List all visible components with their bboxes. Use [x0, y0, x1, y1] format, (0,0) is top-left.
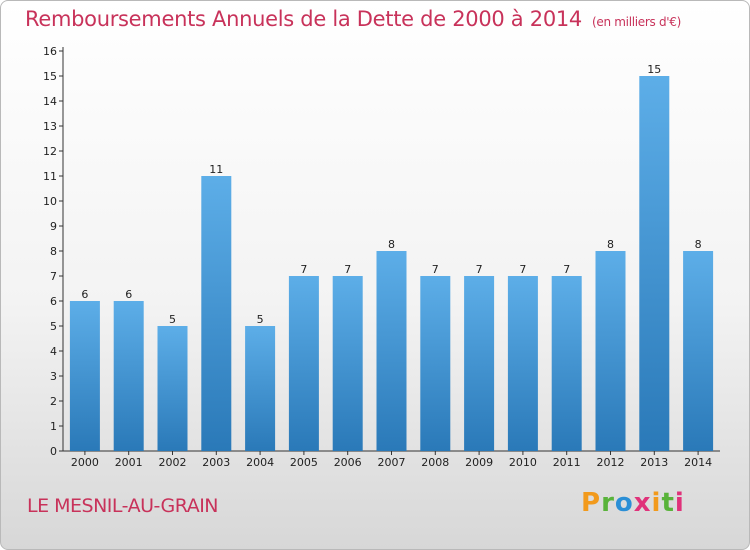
bar — [595, 251, 626, 451]
x-tick-label: 2005 — [290, 456, 318, 469]
bar — [420, 276, 451, 451]
logo-letter: P — [581, 488, 602, 518]
y-tick-label: 0 — [50, 445, 57, 458]
x-tick-label: 2002 — [159, 456, 187, 469]
y-tick-label: 11 — [43, 170, 57, 183]
bar — [683, 251, 714, 451]
x-tick-label: 2003 — [202, 456, 230, 469]
bar — [507, 276, 538, 451]
x-tick-label: 2010 — [509, 456, 537, 469]
data-label: 6 — [81, 288, 88, 301]
bar — [551, 276, 582, 451]
bar — [376, 251, 407, 451]
y-tick-label: 8 — [50, 245, 57, 258]
chart-title: Remboursements Annuels de la Dette de 20… — [25, 7, 681, 31]
x-tick-label: 2008 — [421, 456, 449, 469]
data-label: 8 — [607, 238, 614, 251]
x-tick-label: 2006 — [334, 456, 362, 469]
bar — [157, 326, 188, 451]
data-label: 8 — [695, 238, 702, 251]
y-tick-label: 16 — [43, 45, 57, 58]
data-label: 11 — [209, 163, 223, 176]
logo-letter: t — [661, 488, 675, 518]
data-label: 8 — [388, 238, 395, 251]
data-label: 7 — [300, 263, 307, 276]
y-tick-label: 10 — [43, 195, 57, 208]
logo-letter: i — [651, 488, 662, 518]
data-label: 6 — [125, 288, 132, 301]
x-tick-label: 2004 — [246, 456, 274, 469]
bar — [464, 276, 495, 451]
y-tick-label: 3 — [50, 370, 57, 383]
data-label: 7 — [344, 263, 351, 276]
x-tick-label: 2000 — [71, 456, 99, 469]
x-tick-label: 2007 — [378, 456, 406, 469]
logo-letter: o — [614, 488, 634, 518]
y-tick-label: 5 — [50, 320, 57, 333]
bar — [288, 276, 319, 451]
bar — [69, 301, 100, 451]
data-label: 5 — [257, 313, 264, 326]
y-tick-label: 1 — [50, 420, 57, 433]
bar — [113, 301, 144, 451]
logo-letter: x — [633, 488, 652, 518]
y-tick-label: 6 — [50, 295, 57, 308]
location-label: LE MESNIL-AU-GRAIN — [27, 495, 219, 517]
x-tick-label: 2011 — [553, 456, 581, 469]
y-tick-label: 13 — [43, 120, 57, 133]
x-tick-label: 2009 — [465, 456, 493, 469]
data-label: 7 — [432, 263, 439, 276]
y-tick-label: 2 — [50, 395, 57, 408]
bar — [201, 176, 232, 451]
x-tick-label: 2013 — [640, 456, 668, 469]
bar — [332, 276, 363, 451]
proxiti-logo: Proxiti — [581, 488, 685, 518]
x-tick-label: 2001 — [115, 456, 143, 469]
data-label: 7 — [563, 263, 570, 276]
chart-title-text: Remboursements Annuels de la Dette de 20… — [25, 7, 582, 31]
data-label: 7 — [519, 263, 526, 276]
y-tick-label: 14 — [43, 95, 57, 108]
data-label: 5 — [169, 313, 176, 326]
data-label: 15 — [647, 63, 661, 76]
y-tick-label: 7 — [50, 270, 57, 283]
y-tick-label: 4 — [50, 345, 57, 358]
x-tick-label: 2014 — [684, 456, 712, 469]
y-tick-label: 12 — [43, 145, 57, 158]
chart-subtitle: (en milliers d'€) — [592, 15, 682, 29]
y-tick-label: 9 — [50, 220, 57, 233]
bar — [245, 326, 276, 451]
y-tick-label: 15 — [43, 70, 57, 83]
logo-letter: i — [674, 488, 685, 518]
data-label: 7 — [476, 263, 483, 276]
logo-letter: r — [601, 488, 615, 518]
bar — [639, 76, 670, 451]
x-tick-label: 2012 — [597, 456, 625, 469]
